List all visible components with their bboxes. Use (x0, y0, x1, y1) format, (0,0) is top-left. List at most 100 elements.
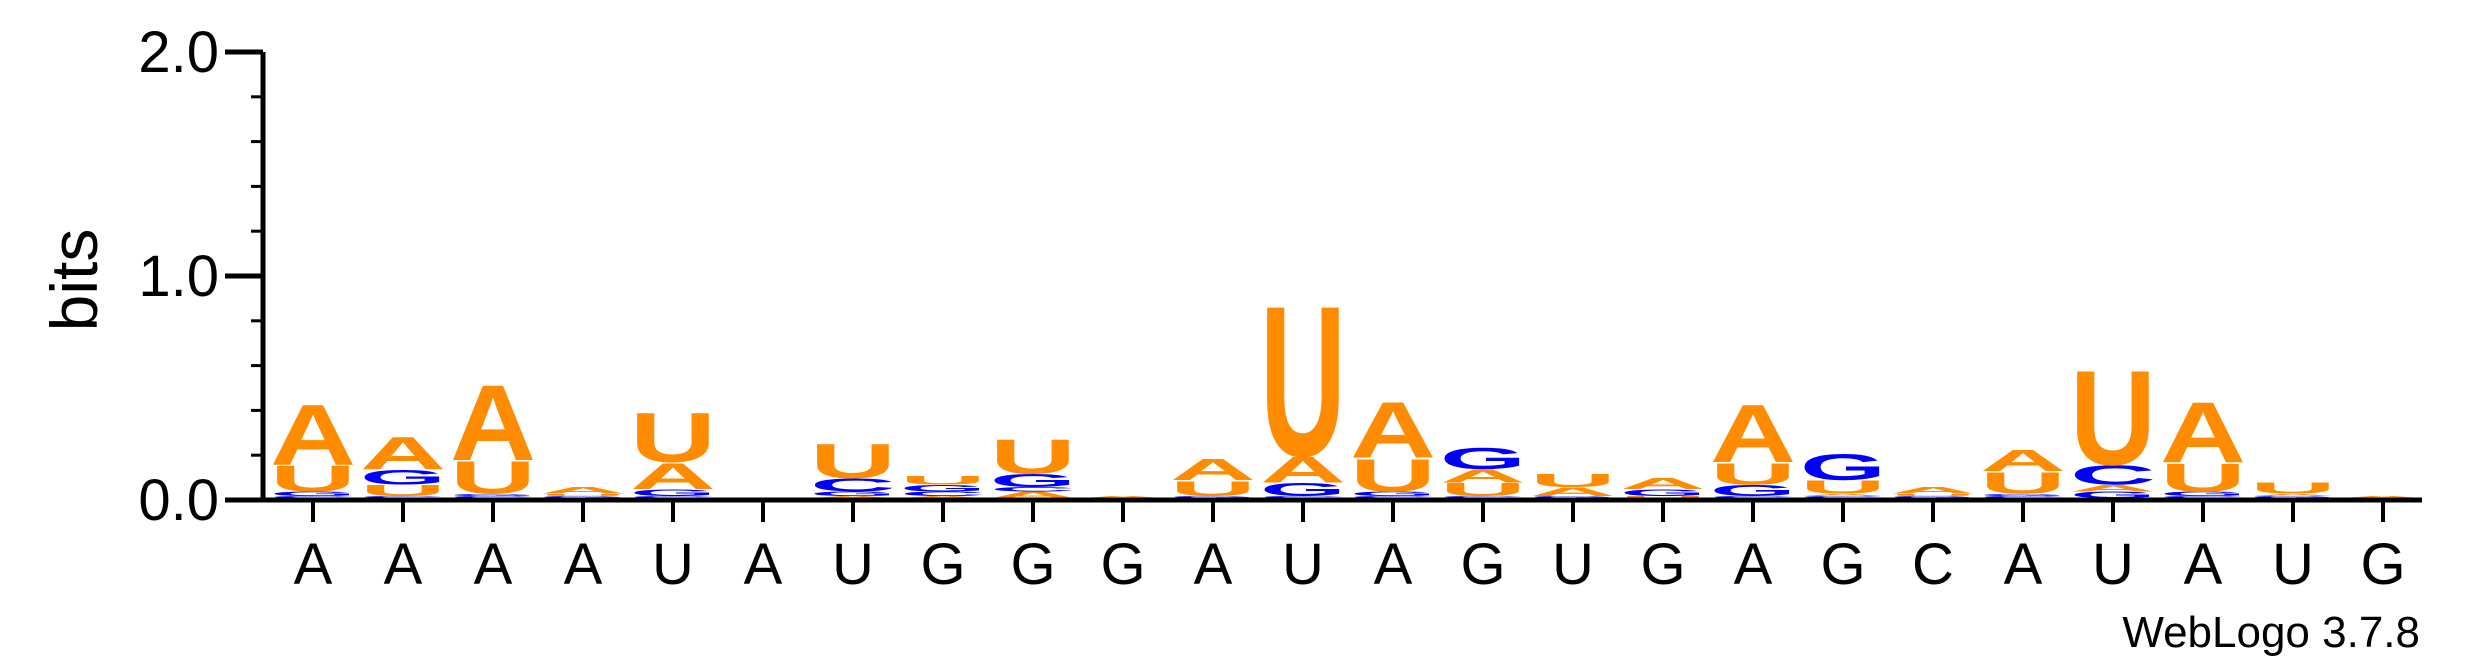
logo-letter-U: U (900, 474, 986, 488)
logo-letter-G: G (1260, 479, 1346, 499)
position-label: G (1640, 532, 1685, 597)
position-label: A (2184, 532, 2223, 597)
position-label: A (564, 532, 603, 597)
logo-letter-A: A (810, 495, 896, 498)
logo-letter-G: G (1440, 441, 1526, 475)
position-label: A (294, 532, 333, 597)
logo-letter-C: C (1710, 495, 1796, 498)
logo-letter-C: C (450, 495, 536, 498)
logo-letter-A: A (1170, 452, 1256, 486)
position-label: U (2092, 532, 2134, 597)
logo-letter-U: U (1980, 466, 2066, 500)
logo-letter-C: C (900, 490, 986, 497)
logo-letter-U: U (1710, 457, 1796, 491)
logo-letter-A: A (1890, 485, 1976, 495)
logo-letter-A: A (270, 387, 356, 483)
logo-letter-C: C (2160, 495, 2246, 498)
logo-letter-C: C (1440, 495, 1526, 498)
position-label: G (1100, 532, 1145, 597)
position-label: A (1374, 532, 1413, 597)
logo-letter-U: U (270, 458, 356, 499)
position-label: U (2272, 532, 2314, 597)
logo-letter-U: U (2070, 343, 2156, 494)
logo-letter-G: G (450, 493, 536, 496)
logo-letter-G: G (1620, 488, 1706, 498)
position-label: G (1010, 532, 1055, 597)
logo-letter-G: G (1170, 495, 1256, 498)
logo-letter-G: G (1530, 495, 1616, 498)
position-label: U (1282, 532, 1324, 597)
logo-letter-A: A (1440, 466, 1526, 486)
logo-letter-A: A (360, 428, 446, 479)
logo-letter-U: U (2250, 480, 2336, 497)
position-label: C (1912, 532, 1954, 597)
logo-letter-C: C (630, 495, 716, 498)
logo-letter-C: C (1980, 495, 2066, 498)
weblogo-credit: WebLogo 3.7.8 (2122, 608, 2420, 657)
position-label: A (1194, 532, 1233, 597)
y-axis: 0.0 1.0 2.0 (138, 20, 266, 533)
position-label: A (474, 532, 513, 597)
logo-letter-A: A (990, 490, 1076, 500)
logo-letter-U: U (1890, 493, 1976, 496)
position-label: A (2004, 532, 2043, 597)
position-label: A (744, 532, 783, 597)
position-label: G (1820, 532, 1865, 597)
logo-letter-A: A (900, 495, 986, 498)
logo-letter-A: A (630, 456, 716, 497)
logo-letter-A: A (1080, 495, 1166, 498)
logo-letter-C: C (2070, 460, 2156, 491)
logo-letter-G: G (810, 490, 896, 497)
position-label: G (920, 532, 965, 597)
position-label: U (1552, 532, 1594, 597)
logo-letter-U: U (1440, 479, 1526, 499)
logo-letter-U: U (810, 434, 896, 489)
logo-letter-C: C (360, 495, 446, 498)
logo-letter-U: U (1620, 495, 1706, 498)
logo-letter-U: U (1260, 261, 1346, 502)
logo-letter-C: C (270, 495, 356, 498)
logo-letter-G: G (900, 483, 986, 493)
logo-letter-U: U (990, 429, 1076, 484)
logo-letter-A: A (540, 485, 626, 495)
logo-letter-A: A (1980, 443, 2066, 477)
logo-letter-C: C (1800, 495, 1886, 498)
logo-letter-G: G (1350, 490, 1436, 497)
y-tick-label: 2.0 (138, 20, 219, 85)
logo-letter-A: A (2250, 493, 2336, 496)
position-label: U (652, 532, 694, 597)
logo-letter-U: U (2160, 456, 2246, 501)
logo-letter-A: A (1710, 388, 1796, 480)
logo-letter-U: U (1170, 477, 1256, 501)
logo-letter-A: A (450, 363, 536, 483)
logo-letter-C: C (990, 486, 1076, 493)
logo-letter-U: U (1350, 450, 1436, 501)
logo-letter-G: G (2160, 490, 2246, 497)
logo-letter-G: G (990, 470, 1076, 490)
logo-letter-U: U (540, 493, 626, 496)
logo-letter-A: A (2070, 483, 2156, 493)
y-tick-label: 0.0 (138, 468, 219, 533)
logo-letter-A: A (1620, 475, 1706, 492)
logo-letter-G: G (630, 488, 716, 498)
logo-letter-A: A (1800, 493, 1886, 496)
logo-letter-U: U (1800, 477, 1886, 497)
position-label: U (832, 532, 874, 597)
logo-letter-G: G (1890, 495, 1976, 498)
logo-letter-U: U (450, 453, 536, 504)
position-label: G (2360, 532, 2405, 597)
logo-letter-A: A (1260, 449, 1346, 490)
position-label: A (384, 532, 423, 597)
logo-letter-G: G (270, 490, 356, 497)
logo-letter-C: C (810, 475, 896, 495)
logo-letter-G: G (2070, 490, 2156, 500)
logo-letter-G: G (1800, 447, 1886, 488)
logo-letter-U: U (1530, 470, 1616, 490)
y-axis-label: bits (37, 229, 111, 332)
logo-letter-U: U (360, 482, 446, 499)
y-tick-label: 1.0 (138, 244, 219, 309)
logo-letter-A: A (1530, 485, 1616, 499)
